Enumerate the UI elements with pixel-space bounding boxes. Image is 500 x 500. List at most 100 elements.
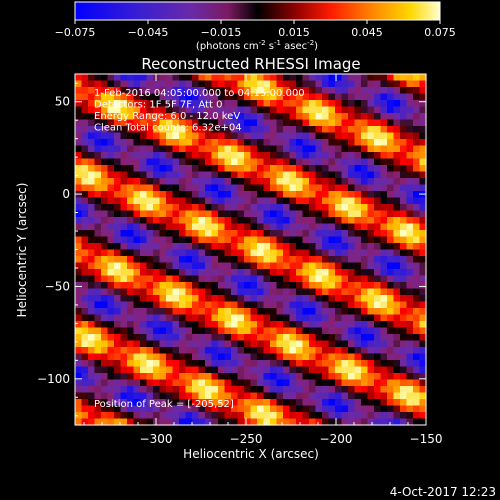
heatmap-cell xyxy=(179,282,187,290)
heatmap-cell xyxy=(244,366,252,374)
heatmap-cell xyxy=(192,178,200,186)
heatmap-cell xyxy=(380,373,388,381)
heatmap-cell xyxy=(153,360,161,368)
heatmap-cell xyxy=(237,373,245,381)
heatmap-cell xyxy=(380,256,388,264)
heatmap-cell xyxy=(250,126,258,134)
heatmap-cell xyxy=(75,275,83,283)
heatmap-cell xyxy=(361,158,369,166)
heatmap-cell xyxy=(101,269,109,277)
heatmap-cell xyxy=(419,74,427,82)
heatmap-cell xyxy=(172,340,180,348)
heatmap-cell xyxy=(166,119,174,127)
heatmap-cell xyxy=(127,412,135,420)
heatmap-cell xyxy=(94,418,102,426)
heatmap-cell xyxy=(88,418,96,426)
heatmap-cell xyxy=(335,288,343,296)
heatmap-cell xyxy=(81,301,89,309)
heatmap-cell xyxy=(354,119,362,127)
heatmap-cell xyxy=(322,373,330,381)
heatmap-cell xyxy=(237,412,245,420)
heatmap-cell xyxy=(140,80,148,88)
heatmap-cell xyxy=(166,249,174,257)
heatmap-cell xyxy=(153,418,161,426)
heatmap-cell xyxy=(406,87,414,95)
heatmap-cell xyxy=(120,126,128,134)
heatmap-cell xyxy=(107,314,115,322)
heatmap-cell xyxy=(146,262,154,270)
heatmap-cell xyxy=(309,191,317,199)
heatmap-cell xyxy=(146,301,154,309)
heatmap-cell xyxy=(283,327,291,335)
heatmap-cell xyxy=(94,243,102,251)
heatmap-cell xyxy=(328,178,336,186)
heatmap-cell xyxy=(133,353,141,361)
heatmap-cell xyxy=(283,223,291,231)
heatmap-cell xyxy=(296,197,304,205)
heatmap-cell xyxy=(172,392,180,400)
heatmap-cell xyxy=(244,152,252,160)
heatmap-cell xyxy=(140,360,148,368)
heatmap-cell xyxy=(257,243,265,251)
heatmap-cell xyxy=(224,262,232,270)
heatmap-cell xyxy=(218,145,226,153)
heatmap-cell xyxy=(315,184,323,192)
heatmap-cell xyxy=(172,126,180,134)
heatmap-cell xyxy=(133,321,141,329)
heatmap-cell xyxy=(211,256,219,264)
heatmap-cell xyxy=(322,230,330,238)
heatmap-cell xyxy=(348,100,356,108)
heatmap-cell xyxy=(224,314,232,322)
heatmap-cell xyxy=(198,269,206,277)
heatmap-cell xyxy=(114,74,122,82)
heatmap-cell xyxy=(374,340,382,348)
heatmap-cell xyxy=(354,236,362,244)
heatmap-cell xyxy=(309,353,317,361)
heatmap-cell xyxy=(185,262,193,270)
heatmap-cell xyxy=(94,132,102,140)
heatmap-cell xyxy=(192,184,200,192)
heatmap-cell xyxy=(211,373,219,381)
heatmap-cell xyxy=(322,256,330,264)
heatmap-cell xyxy=(224,288,232,296)
heatmap-cell xyxy=(114,360,122,368)
heatmap-cell xyxy=(192,249,200,257)
heatmap-cell xyxy=(348,418,356,426)
heatmap-cell xyxy=(231,139,239,147)
heatmap-cell xyxy=(289,236,297,244)
heatmap-cell xyxy=(244,262,252,270)
heatmap-cell xyxy=(361,334,369,342)
heatmap-cell xyxy=(159,106,167,114)
heatmap-cell xyxy=(94,191,102,199)
heatmap-cell xyxy=(179,100,187,108)
heatmap-cell xyxy=(302,360,310,368)
heatmap-cell xyxy=(94,139,102,147)
heatmap-cell xyxy=(224,223,232,231)
heatmap-cell xyxy=(257,87,265,95)
heatmap-cell xyxy=(250,152,258,160)
heatmap-cell xyxy=(309,295,317,303)
heatmap-cell xyxy=(244,327,252,335)
heatmap-cell xyxy=(205,412,213,420)
heatmap-cell xyxy=(257,74,265,82)
heatmap-cell xyxy=(205,113,213,121)
heatmap-cell xyxy=(322,191,330,199)
heatmap-cell xyxy=(335,236,343,244)
heatmap-cell xyxy=(140,249,148,257)
heatmap-cell xyxy=(413,236,421,244)
heatmap-cell xyxy=(335,418,343,426)
heatmap-cell xyxy=(179,217,187,225)
heatmap-cell xyxy=(289,178,297,186)
heatmap-cell xyxy=(159,87,167,95)
heatmap-cell xyxy=(120,392,128,400)
heatmap-cell xyxy=(101,399,109,407)
heatmap-cell xyxy=(315,171,323,179)
heatmap-cell xyxy=(231,74,239,82)
heatmap-cell xyxy=(107,236,115,244)
heatmap-cell xyxy=(315,399,323,407)
heatmap-cell xyxy=(250,113,258,121)
heatmap-cell xyxy=(205,210,213,218)
heatmap-cell xyxy=(393,366,401,374)
heatmap-cell xyxy=(237,308,245,316)
heatmap-cell xyxy=(185,275,193,283)
